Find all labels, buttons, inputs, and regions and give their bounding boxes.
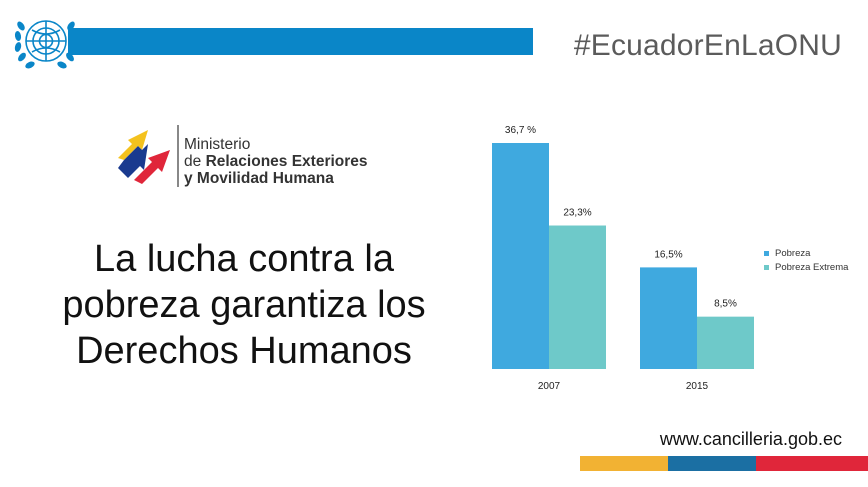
footer-strip-yellow — [580, 456, 668, 471]
ministry-divider — [177, 125, 179, 187]
footer-strip-red — [756, 456, 868, 471]
data-label-pobreza-2015: 16,5% — [654, 249, 682, 260]
ministry-line-1: Ministerio — [184, 136, 251, 153]
headline-line-3: Derechos Humanos — [76, 330, 412, 372]
legend-swatch-pobreza — [764, 250, 769, 256]
website-link[interactable]: www.cancilleria.gob.ec — [659, 429, 842, 449]
headline-line-1: La lucha contra la — [94, 238, 394, 280]
legend-label-pobreza-extrema: Pobreza Extrema — [775, 261, 849, 273]
ministry-line-3: y Movilidad Humana — [184, 170, 334, 187]
ministry-logo-icon — [118, 130, 170, 184]
legend-item-pobreza: Pobreza — [764, 246, 848, 260]
bar-pobreza-extrema-2015 — [697, 316, 754, 369]
footer-strip-blue — [668, 456, 756, 471]
bar-pobreza-extrema-2007 — [549, 225, 606, 369]
legend-label-pobreza: Pobreza — [775, 247, 811, 259]
hashtag: #EcuadorEnLaONU — [573, 29, 842, 62]
data-label-pobreza-extrema-2015: 8,5% — [714, 299, 737, 310]
bar-pobreza-2007 — [492, 143, 549, 369]
headline: La lucha contra la pobreza garantiza los… — [30, 236, 458, 374]
ministry-name: Ministerio de Relaciones Exteriores y Mo… — [184, 136, 368, 187]
chart-legend: Pobreza Pobreza Extrema — [764, 246, 848, 274]
legend-swatch-pobreza-extrema — [764, 264, 769, 270]
data-label-pobreza-2007: 36,7 % — [505, 125, 536, 136]
bar-pobreza-2015 — [640, 267, 697, 369]
legend-item-pobreza-extrema: Pobreza Extrema — [764, 260, 848, 274]
poverty-bar-chart: 36,7 % 23,3% 2007 16,5% 8,5% 2015 — [492, 125, 754, 392]
headline-line-2: pobreza garantiza los — [62, 284, 426, 326]
ministry-line-2: de Relaciones Exteriores — [184, 153, 368, 170]
x-tick-label-2015: 2015 — [686, 381, 709, 392]
x-tick-label-2007: 2007 — [538, 381, 561, 392]
data-label-pobreza-extrema-2007: 23,3% — [563, 208, 591, 219]
top-blue-bar — [68, 28, 533, 55]
